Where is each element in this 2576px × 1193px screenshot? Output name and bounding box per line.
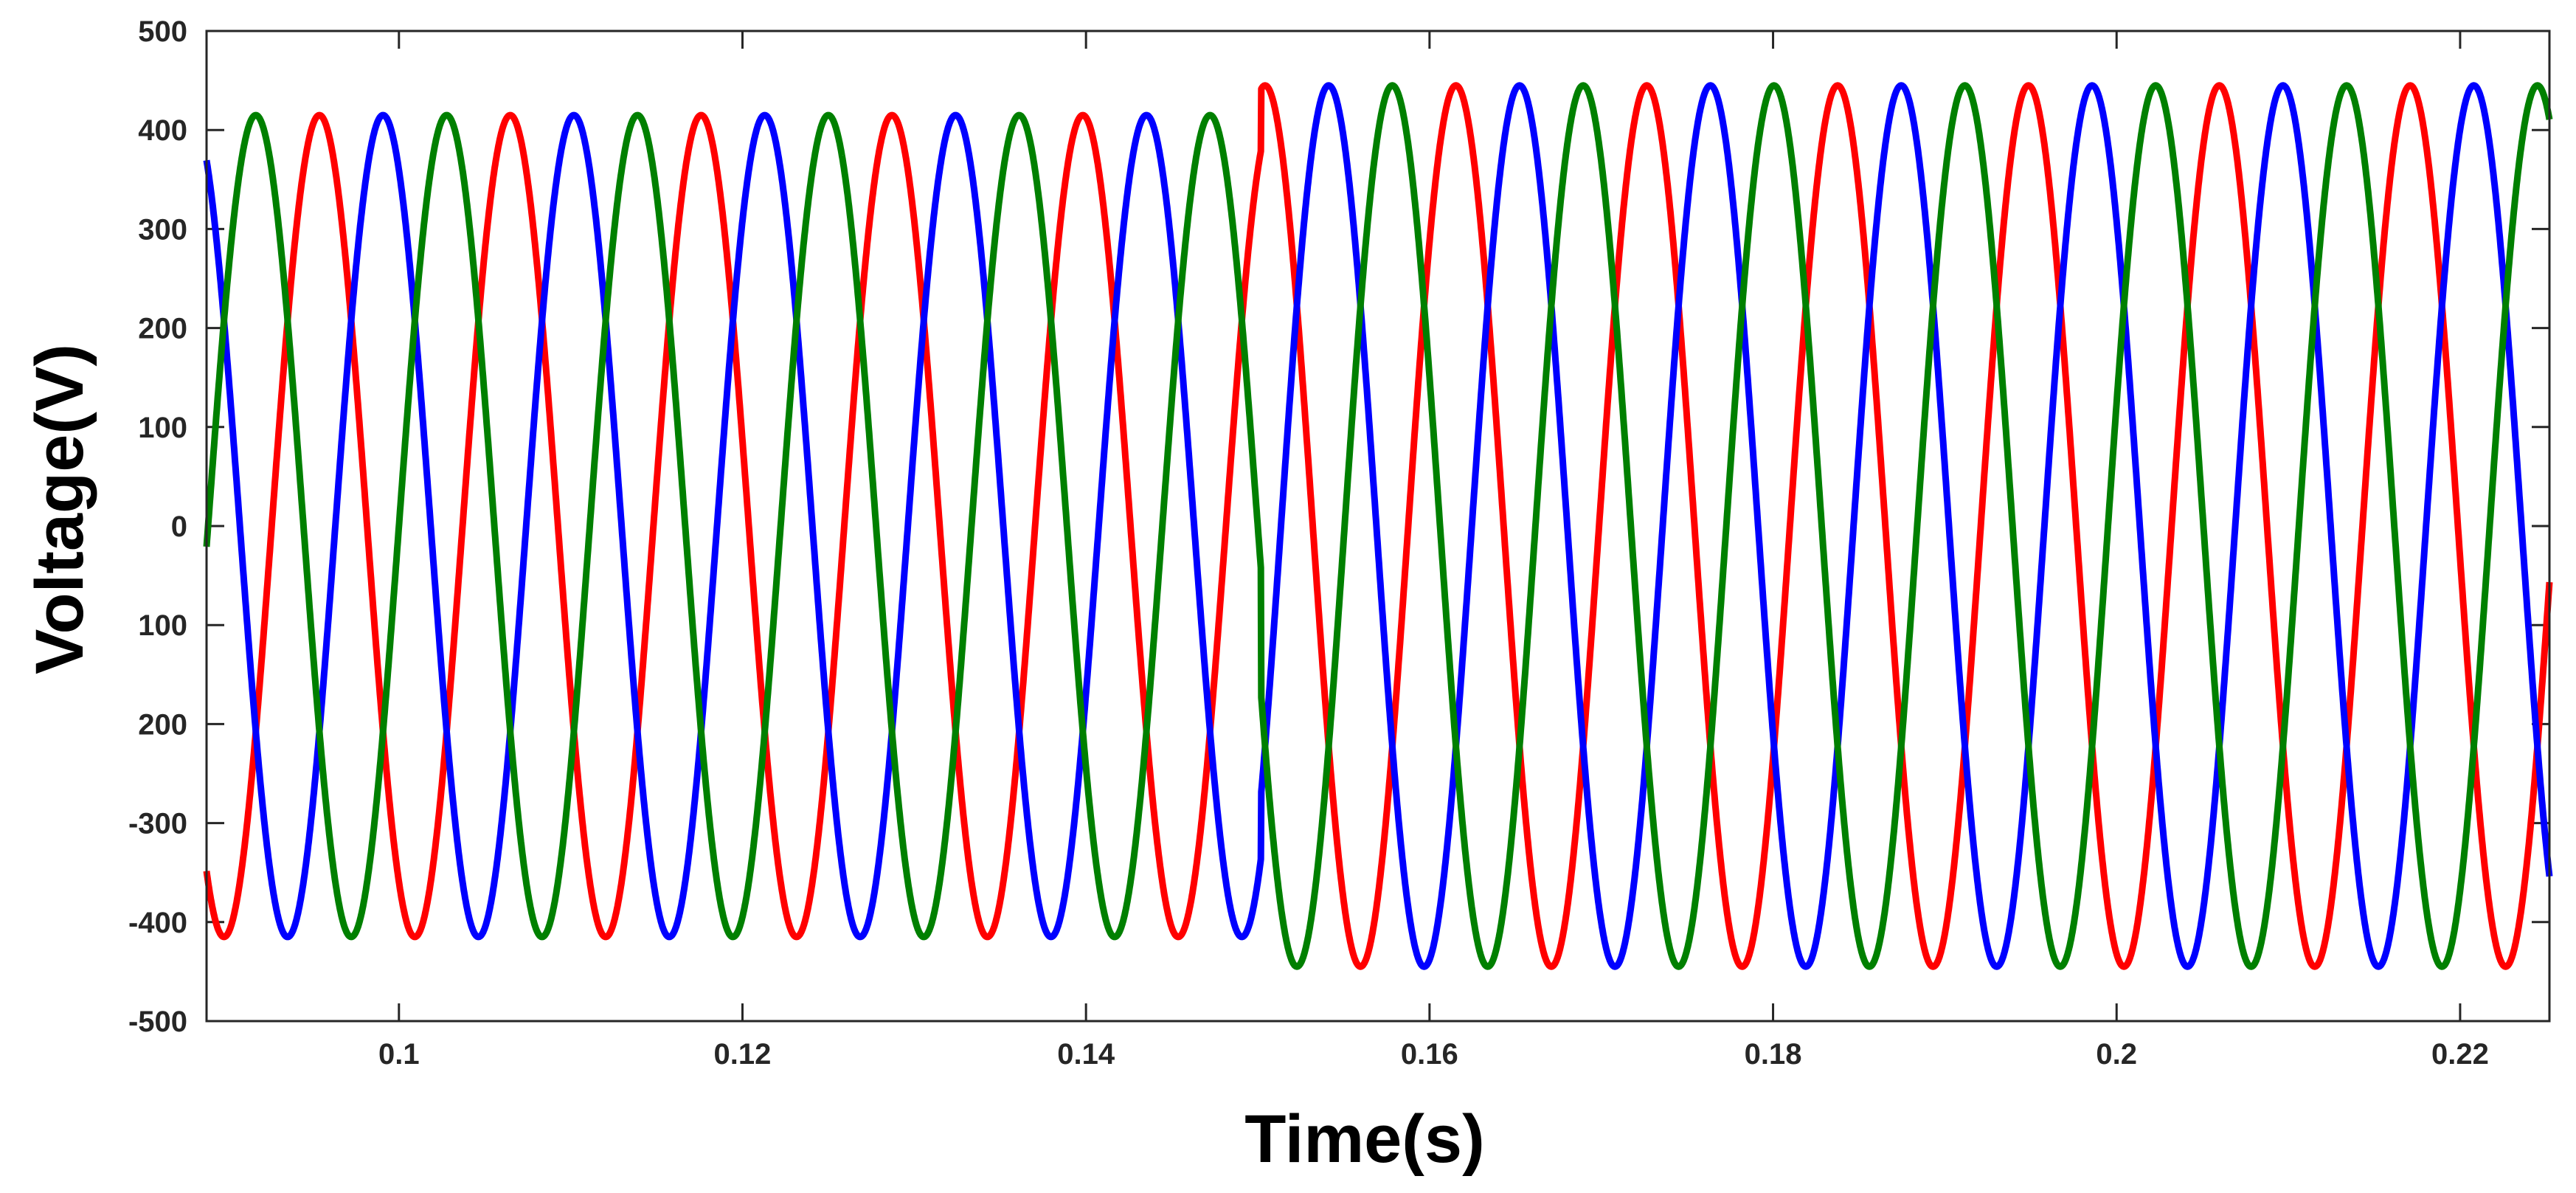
y-tick-label: 200	[138, 313, 187, 345]
tick-labels: 0.1 0.12 0.14 0.16 0.18 0.2 0.22 500 400 300 200 10…	[128, 15, 2489, 1071]
x-tick-label: 0.1	[378, 1038, 420, 1071]
y-tick-label: 100	[138, 412, 187, 444]
y-tick-label: -500	[128, 1006, 187, 1038]
y-tick-label: 200	[138, 708, 187, 741]
series-lines	[203, 82, 2553, 970]
x-tick-label: 0.22	[2431, 1038, 2489, 1071]
y-tick-label: 0	[171, 511, 187, 543]
y-tick-label: 500	[138, 15, 187, 48]
x-tick-label: 0.18	[1745, 1038, 1802, 1071]
x-tick-label: 0.16	[1401, 1038, 1458, 1071]
y-tick-label: 100	[138, 609, 187, 642]
y-tick-label: 300	[138, 213, 187, 246]
x-tick-label: 0.12	[714, 1038, 772, 1071]
series-line	[203, 82, 2553, 970]
y-tick-label: -300	[128, 808, 187, 840]
series-line	[203, 82, 2553, 970]
y-tick-label: -400	[128, 907, 187, 939]
plot-frame	[205, 30, 2551, 1023]
x-tick-label: 0.2	[2096, 1038, 2137, 1071]
x-axis-label: Time(s)	[1244, 1102, 1485, 1177]
y-tick-label: 400	[138, 114, 187, 147]
y-axis-label: Voltage(V)	[22, 344, 97, 674]
x-tick-label: 0.14	[1057, 1038, 1115, 1071]
series-line	[203, 82, 2553, 970]
